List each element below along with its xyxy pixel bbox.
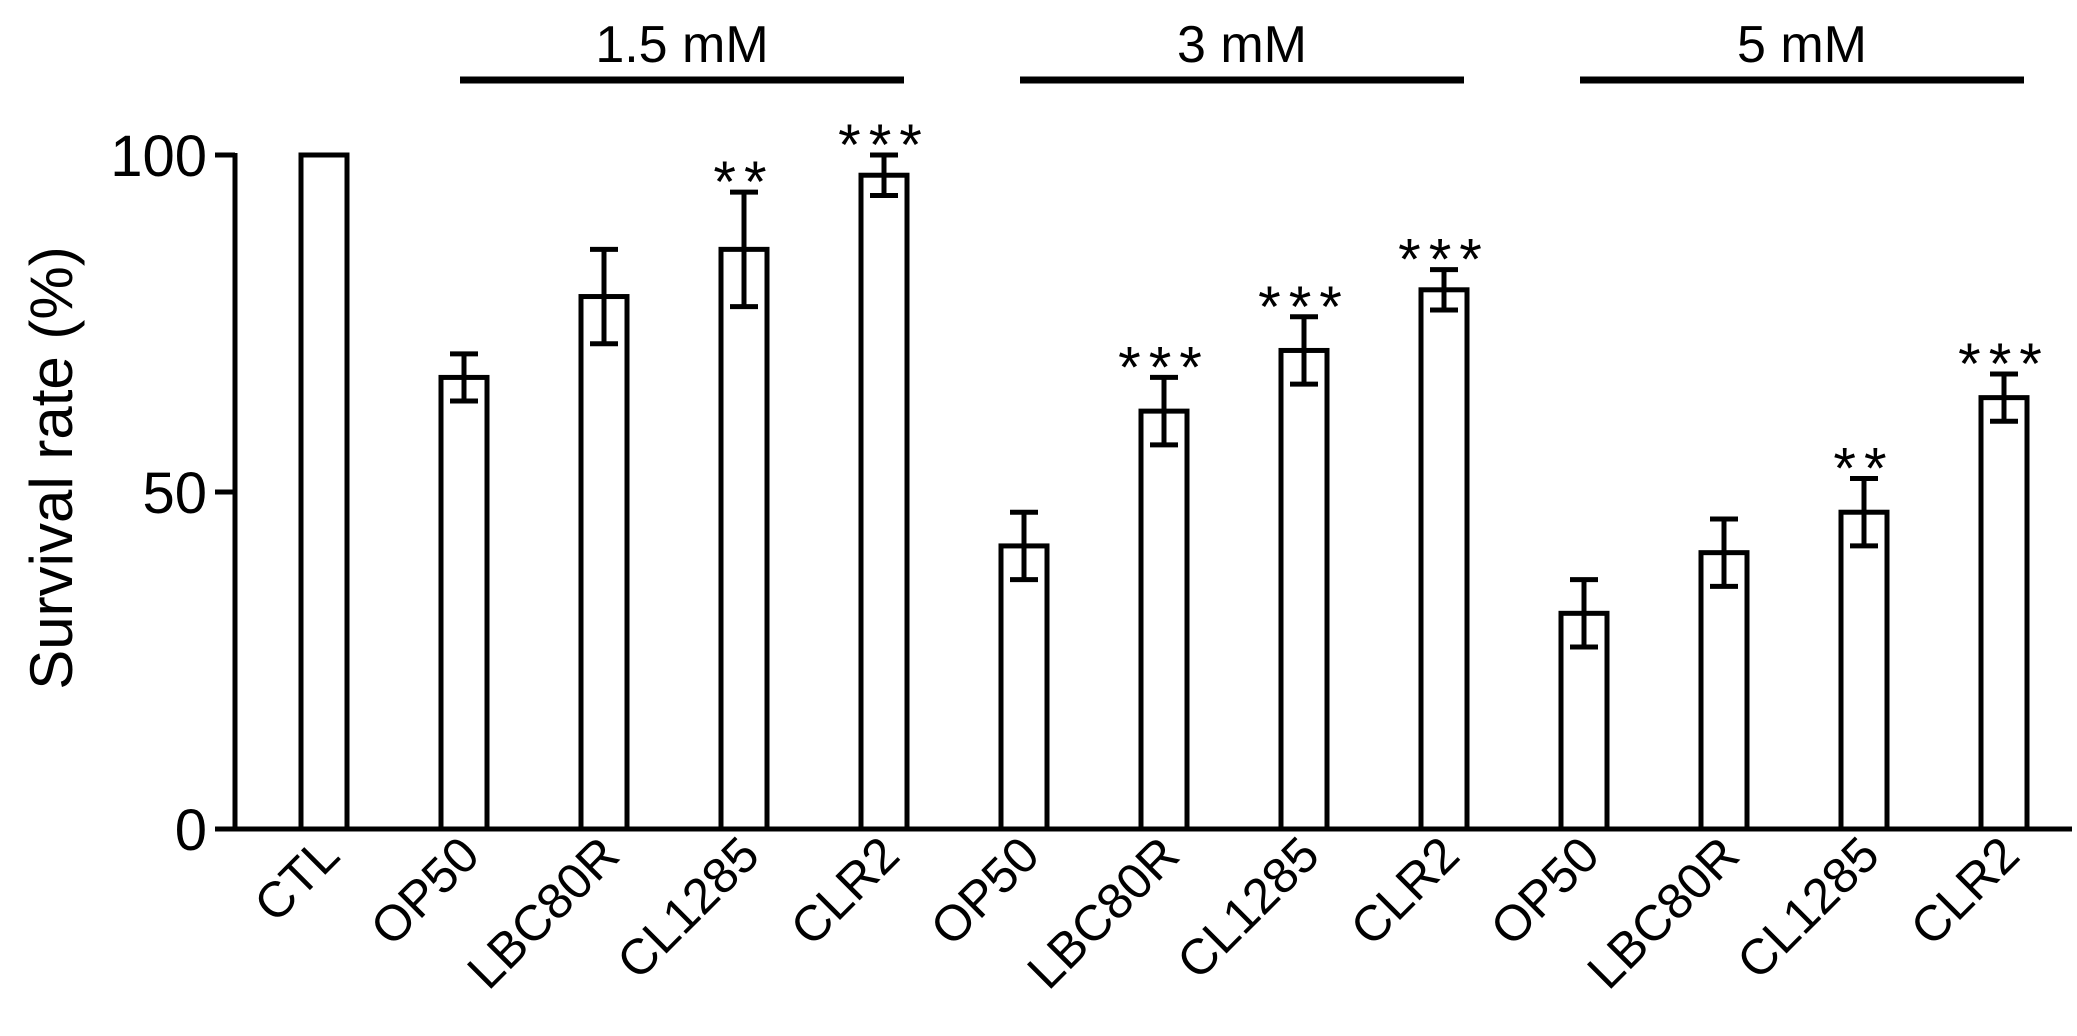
category-label: LBC80R [1577,826,1750,999]
category-label: LBC80R [457,826,630,999]
bar [1698,550,1750,832]
group-label: 3 mM [1177,16,1307,74]
category-label: CLR2 [780,826,910,956]
significance-label: *** [1398,228,1490,293]
category-label: CTL [243,826,349,932]
group-label: 1.5 mM [595,16,768,74]
category-label: OP50 [920,826,1050,956]
y-tick-label: 0 [175,798,207,863]
category-label: CLR2 [1900,826,2030,956]
bar [1978,395,2030,832]
y-tick-label: 50 [142,461,207,526]
concentration-groups: 1.5 mM 3 mM 5 mM [460,16,2024,84]
significance-label: *** [1258,275,1350,340]
category-label: CL1285 [1166,826,1329,989]
group-label: 5 mM [1737,16,1867,74]
y-axis-label: Survival rate (%) [18,246,85,689]
significance-label: ** [1833,437,1894,502]
category-label: LBC80R [1017,826,1190,999]
category-label: CL1285 [1726,826,1889,989]
significance-label: *** [838,113,930,178]
category-label: CLR2 [1340,826,1470,956]
category-label: CL1285 [606,826,769,989]
bar [578,294,630,832]
bar [1838,509,1890,832]
bar [1138,408,1190,832]
bar [438,374,490,832]
bar [718,246,770,832]
y-tick-label: 100 [110,124,207,189]
bar [1418,287,1470,832]
category-label: OP50 [1480,826,1610,956]
bars: ******************* [298,113,2050,832]
significance-label: ** [713,150,774,215]
bar [298,152,350,832]
bar [998,543,1050,832]
category-label: OP50 [360,826,490,956]
significance-label: *** [1118,335,1210,400]
bar [1278,347,1330,832]
axes: 0 50 100 [110,124,2072,863]
bar [858,172,910,832]
significance-label: *** [1958,332,2050,397]
